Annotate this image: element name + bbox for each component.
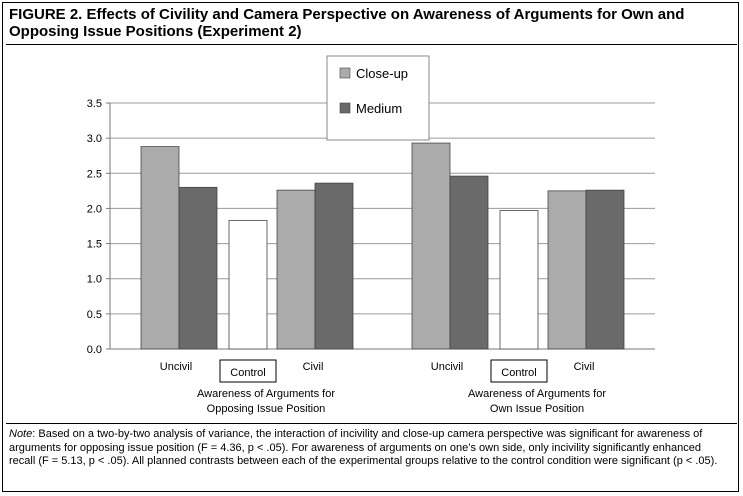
figure-title: FIGURE 2. Effects of Civility and Camera… (9, 6, 685, 40)
x-label-civil: Civil (303, 361, 324, 373)
y-tick-label: 0.0 (87, 344, 102, 356)
legend-label-medium: Medium (356, 101, 402, 116)
bar-medium-uncivil (449, 175, 489, 350)
x-label-uncivil: Uncivil (431, 361, 463, 373)
bar-chart: 0.0 0.5 1.0 1.5 2.0 2.5 3.0 3.5 Uncivil Civil Con… (87, 55, 655, 415)
group-title-line1: Awareness of Arguments for (468, 388, 606, 400)
note-label: Note (9, 428, 33, 440)
group-title-line1: Awareness of Arguments for (197, 388, 335, 400)
legend: Close-up Medium (326, 55, 430, 141)
bar-close-up-civil (276, 189, 316, 350)
control-label-box (490, 359, 548, 383)
y-tick-label: 1.0 (87, 274, 102, 286)
y-tick-label: 2.0 (87, 203, 102, 215)
y-tick-label: 3.5 (87, 98, 102, 110)
bar-medium-uncivil (178, 186, 218, 350)
legend-swatch-medium (339, 102, 351, 114)
bar-medium-civil (585, 189, 625, 350)
group-title-line2: Opposing Issue Position (207, 403, 326, 415)
bars (140, 142, 625, 350)
group-title-line2: Own Issue Position (490, 403, 584, 415)
x-axis-labels: Uncivil Civil Control Awareness of Argument… (160, 359, 606, 415)
x-label-civil: Civil (574, 361, 595, 373)
x-label-control: Control (230, 367, 265, 379)
y-tick-label: 3.0 (87, 133, 102, 145)
control-label-box (219, 359, 277, 383)
y-tick-label: 1.5 (87, 239, 102, 251)
figure-note: Note: Based on a two-by-two analysis of … (9, 428, 729, 469)
bar-close-up-uncivil (140, 146, 180, 350)
y-tick-label: 0.5 (87, 309, 102, 321)
y-tick-label: 2.5 (87, 168, 102, 180)
x-label-uncivil: Uncivil (160, 361, 192, 373)
title-divider (6, 44, 737, 45)
legend-swatch-close-up (339, 67, 351, 79)
bar-control (499, 210, 539, 350)
note-text: : Based on a two-by-two analysis of vari… (9, 428, 718, 467)
bar-close-up-uncivil (411, 142, 451, 350)
bar-control (228, 219, 268, 350)
note-divider (6, 423, 737, 424)
x-label-control: Control (501, 367, 536, 379)
legend-label-close-up: Close-up (356, 66, 408, 81)
bar-close-up-civil (547, 190, 587, 350)
bar-medium-civil (314, 182, 354, 350)
